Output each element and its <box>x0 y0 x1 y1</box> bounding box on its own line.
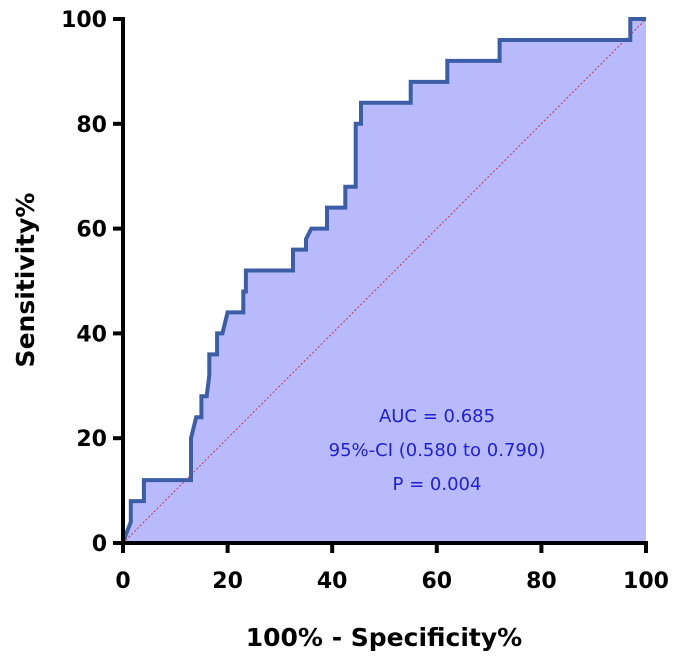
y-tick-label: 0 <box>92 532 107 557</box>
reference-diagonal-line <box>122 18 647 544</box>
y-axis-title: Sensitivity% <box>11 193 40 368</box>
x-tick-label: 80 <box>526 569 557 594</box>
auc-annotation: AUC = 0.685 95%-CI (0.580 to 0.790) P = … <box>329 406 546 495</box>
y-ticks: 0 20 40 60 80 100 <box>61 8 123 557</box>
roc-curve-line <box>121 17 646 544</box>
confidence-interval-label: 95%-CI (0.580 to 0.790) <box>329 440 546 461</box>
y-tick-label: 100 <box>61 8 107 33</box>
y-tick-label: 80 <box>76 113 107 138</box>
x-axis-title: 100% - Specificity% <box>246 623 522 652</box>
y-tick-label: 60 <box>76 218 107 243</box>
axes: 0 20 40 60 80 100 0 20 40 60 80 100 <box>61 8 669 594</box>
x-tick-label: 40 <box>317 569 348 594</box>
y-tick-label: 40 <box>76 322 107 347</box>
x-tick-label: 60 <box>421 569 452 594</box>
y-tick-label: 20 <box>76 427 107 452</box>
x-ticks: 0 20 40 60 80 100 <box>115 543 669 594</box>
x-tick-label: 100 <box>623 569 669 594</box>
auc-value-label: AUC = 0.685 <box>379 406 495 427</box>
x-tick-label: 0 <box>115 569 130 594</box>
x-tick-label: 20 <box>212 569 243 594</box>
p-value-label: P = 0.004 <box>393 474 482 495</box>
